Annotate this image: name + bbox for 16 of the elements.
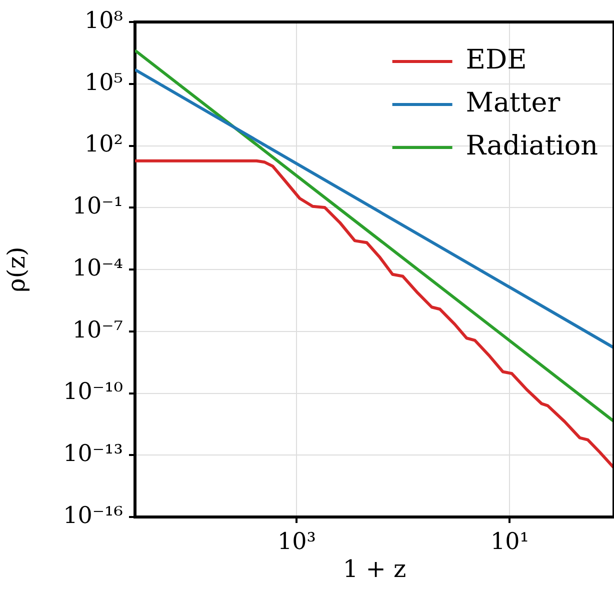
legend-label: Matter: [466, 88, 560, 119]
x-tick-label: 10¹: [490, 528, 529, 555]
y-tick-label: 10⁻¹³: [63, 441, 123, 468]
legend-label: EDE: [466, 44, 527, 76]
x-tick-label: 10³: [277, 528, 316, 555]
y-tick-label: 10⁻¹⁰: [63, 379, 123, 406]
y-axis-title: ρ(z): [2, 246, 31, 292]
y-tick-label: 10⁻⁴: [72, 255, 123, 282]
y-tick-label: 10⁸: [84, 8, 123, 34]
y-tick-label: 10⁻⁷: [72, 317, 123, 344]
x-axis-title: 1 + z: [342, 554, 406, 583]
y-tick-label: 10⁻¹: [72, 194, 123, 220]
y-tick-label: 10⁻¹⁶: [63, 502, 123, 529]
y-tick-label: 10²: [84, 132, 123, 158]
legend-label: Radiation: [466, 130, 598, 162]
y-tick-label: 10⁵: [84, 70, 123, 96]
